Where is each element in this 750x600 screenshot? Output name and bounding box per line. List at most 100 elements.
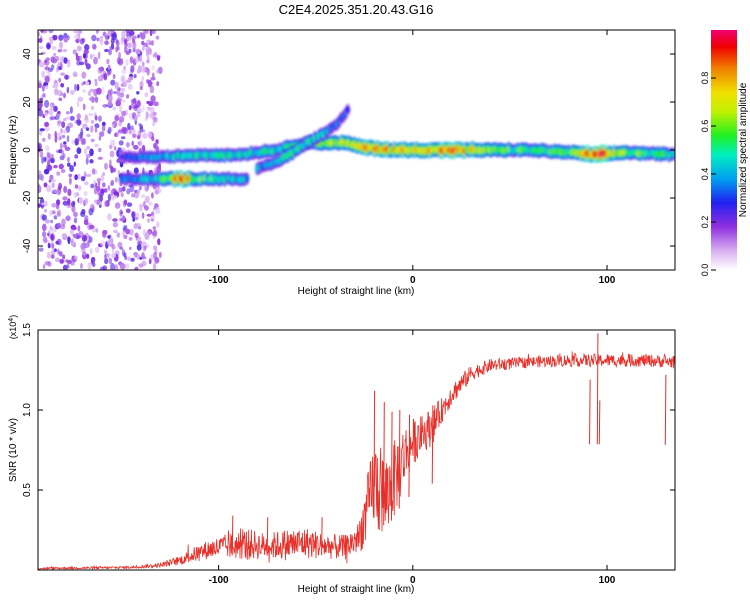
noise-speckle xyxy=(120,136,126,140)
noise-speckle xyxy=(128,237,133,241)
y-tick-label: 0.5 xyxy=(22,483,33,497)
spectrogram-noise-region xyxy=(38,30,163,270)
noise-speckle xyxy=(56,199,61,206)
noise-speckle xyxy=(85,81,90,86)
snr-spike xyxy=(321,517,323,556)
noise-speckle xyxy=(139,80,144,88)
noise-speckle xyxy=(48,30,54,34)
noise-speckle xyxy=(147,106,151,111)
noise-speckle xyxy=(100,240,106,247)
noise-speckle xyxy=(40,174,44,182)
colorbar-tick-label: 0.4 xyxy=(700,168,710,181)
noise-speckle xyxy=(40,97,44,102)
noise-speckle xyxy=(39,128,45,132)
noise-speckle xyxy=(38,145,41,153)
noise-speckle xyxy=(146,56,150,61)
noise-speckle xyxy=(60,149,65,155)
noise-speckle xyxy=(58,251,63,257)
noise-speckle xyxy=(134,252,138,258)
noise-speckle xyxy=(103,249,108,255)
noise-speckle xyxy=(140,32,146,40)
noise-speckle xyxy=(44,219,50,224)
snr-spike xyxy=(408,414,411,498)
spectrogram-x-axis: -100 0 100 xyxy=(209,30,616,286)
noise-speckle xyxy=(46,185,52,193)
noise-speckle xyxy=(91,34,97,42)
noise-speckle xyxy=(45,145,50,152)
noise-speckle xyxy=(126,202,133,207)
noise-speckle xyxy=(104,200,109,207)
noise-speckle xyxy=(110,179,115,186)
noise-speckle xyxy=(65,215,71,222)
noise-speckle xyxy=(44,75,50,84)
snr-series-line xyxy=(38,351,675,570)
noise-speckle xyxy=(136,113,141,118)
noise-speckle xyxy=(101,121,106,127)
x-tick-label: -100 xyxy=(209,275,229,286)
noise-speckle xyxy=(149,30,153,37)
spectrogram-track-main-line xyxy=(119,134,675,165)
noise-speckle xyxy=(156,55,161,61)
noise-speckle xyxy=(88,236,93,243)
noise-speckle xyxy=(111,33,117,41)
noise-speckle xyxy=(86,173,92,177)
noise-speckle xyxy=(66,135,70,143)
colorbar-tick-label: 0.0 xyxy=(700,264,710,277)
noise-speckle xyxy=(135,48,141,55)
noise-speckle xyxy=(141,40,145,46)
noise-speckle xyxy=(65,74,68,80)
noise-speckle xyxy=(113,167,116,172)
noise-speckle xyxy=(124,263,130,269)
noise-speckle xyxy=(53,164,58,169)
noise-speckle xyxy=(51,58,58,64)
noise-speckle xyxy=(39,151,44,159)
noise-speckle xyxy=(141,260,147,267)
noise-speckle xyxy=(77,45,82,52)
noise-speckle xyxy=(103,104,106,109)
noise-speckle xyxy=(72,226,77,231)
snr-spike xyxy=(398,409,401,509)
colorbar-ticks: 0.0 0.2 0.4 0.6 0.8 xyxy=(700,72,716,277)
noise-speckle xyxy=(60,224,66,230)
noise-speckle xyxy=(152,30,156,35)
noise-speckle xyxy=(70,261,75,266)
noise-speckle xyxy=(99,131,105,137)
noise-speckle xyxy=(57,222,61,229)
noise-speckle xyxy=(79,263,84,269)
noise-speckle xyxy=(73,161,77,167)
noise-speckle xyxy=(54,135,58,143)
snr-spike xyxy=(598,400,601,445)
noise-speckle xyxy=(50,233,56,242)
noise-speckle xyxy=(77,96,84,102)
noise-speckle xyxy=(61,218,66,227)
noise-speckle xyxy=(78,185,82,191)
noise-speckle xyxy=(74,138,79,145)
noise-speckle xyxy=(83,219,89,226)
noise-speckle xyxy=(114,202,121,209)
noise-speckle xyxy=(93,179,96,187)
snr-x-axis: -100 0 100 xyxy=(209,330,616,586)
noise-speckle xyxy=(46,253,52,259)
y-tick-label: 1.0 xyxy=(22,403,33,417)
noise-speckle xyxy=(119,104,123,113)
track-blob xyxy=(671,151,675,157)
noise-speckle xyxy=(83,181,89,186)
noise-speckle xyxy=(62,48,68,53)
noise-speckle xyxy=(57,49,62,53)
colorbar-tick-label: 0.2 xyxy=(700,216,710,229)
noise-speckle xyxy=(92,262,96,267)
noise-speckle xyxy=(142,132,148,139)
noise-speckle xyxy=(108,257,113,265)
noise-speckle xyxy=(67,188,72,197)
noise-speckle xyxy=(38,153,41,157)
snr-spike xyxy=(373,390,376,518)
noise-speckle xyxy=(118,186,122,193)
noise-speckle xyxy=(151,65,155,71)
noise-speckle xyxy=(82,123,88,129)
noise-speckle xyxy=(85,157,89,165)
noise-speckle xyxy=(44,126,50,132)
noise-speckle xyxy=(158,251,162,258)
noise-speckle xyxy=(70,90,75,95)
noise-speckle xyxy=(66,60,71,68)
noise-speckle xyxy=(144,232,150,240)
